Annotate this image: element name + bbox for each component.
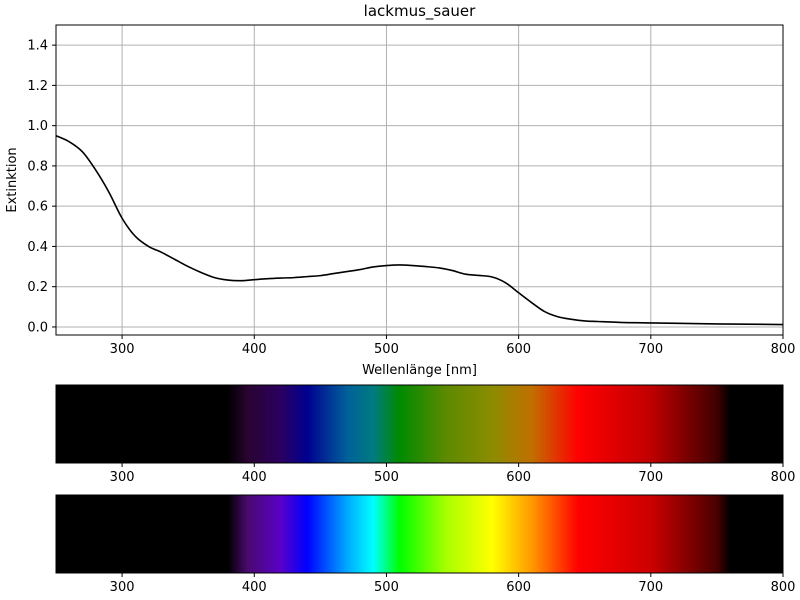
visible-spectrum-ticks: 300 400 500 600 700 800 xyxy=(110,573,796,595)
grid xyxy=(56,25,784,335)
x-tick-label-2: 500 xyxy=(374,342,399,357)
visible-spectrum-panel: 300 400 500 600 700 800 xyxy=(55,494,796,595)
x-tick-label-4: 700 xyxy=(638,580,663,595)
y-tick-label-6: 1.2 xyxy=(27,79,48,94)
x-tick-label-1: 400 xyxy=(242,580,267,595)
absorbed-spectrum-frame xyxy=(55,384,784,464)
x-tick-label-3: 600 xyxy=(506,580,531,595)
absorbed-spectrum-panel: 300 400 500 600 700 800 xyxy=(55,384,796,485)
x-axis-label: Wellenlänge [nm] xyxy=(362,363,477,378)
y-tick-label-4: 0.8 xyxy=(27,159,48,174)
x-tick-label-0: 300 xyxy=(110,580,135,595)
x-tick-label-4: 700 xyxy=(638,470,663,485)
y-tick-label-5: 1.0 xyxy=(27,119,48,134)
extinction-line xyxy=(56,134,783,326)
chart-title: lackmus_sauer xyxy=(364,2,476,21)
absorbed-spectrum-ticks: 300 400 500 600 700 800 xyxy=(110,463,796,485)
y-tick-label-2: 0.4 xyxy=(27,240,48,255)
y-tick-label-0: 0.0 xyxy=(27,320,48,335)
absorption-chart: lackmus_sauer 300 400 500 600 700 800 0.00.20… xyxy=(5,2,795,378)
y-axis-ticks: 0.0 0.2 0.4 0.6 0.8 1.0 1.2 1.4 xyxy=(27,39,56,335)
x-tick-label-2: 500 xyxy=(374,470,399,485)
y-tick-label-7: 1.4 xyxy=(27,39,48,54)
x-tick-label-2: 500 xyxy=(374,580,399,595)
visible-spectrum-frame xyxy=(55,494,784,574)
x-tick-label-0: 300 xyxy=(110,470,135,485)
plot-frame xyxy=(55,24,784,336)
x-tick-label-3: 600 xyxy=(506,342,531,357)
y-axis-label: Extinktion xyxy=(5,147,20,212)
y-tick-label-3: 0.6 xyxy=(27,200,48,215)
x-axis-ticks: 300 400 500 600 700 800 xyxy=(110,335,796,357)
absorbed-spectrum-bar xyxy=(56,385,783,463)
x-tick-label-4: 700 xyxy=(638,342,663,357)
x-tick-label-1: 400 xyxy=(242,470,267,485)
visible-spectrum-bar xyxy=(56,495,783,573)
x-tick-label-5: 800 xyxy=(771,342,796,357)
y-tick-label-1: 0.2 xyxy=(27,280,48,295)
x-tick-label-3: 600 xyxy=(506,470,531,485)
x-tick-label-5: 800 xyxy=(771,470,796,485)
x-tick-label-1: 400 xyxy=(242,342,267,357)
x-tick-label-0: 300 xyxy=(110,342,135,357)
x-tick-label-5: 800 xyxy=(771,580,796,595)
